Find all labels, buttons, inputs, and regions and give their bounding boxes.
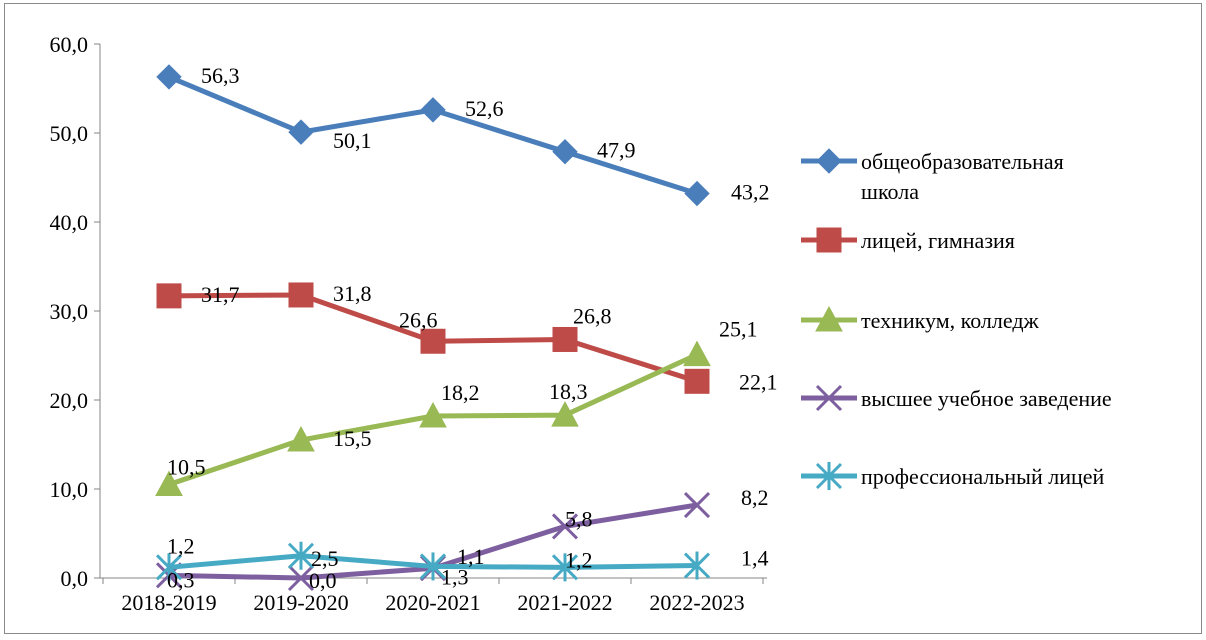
data-point [552,326,578,352]
data-point-stroke [551,513,579,540]
y-tick-label: 60,0 [50,32,89,57]
data-label: 26,8 [573,303,612,328]
data-label: 26,6 [399,307,438,332]
data-label: 43,2 [731,180,770,205]
legend-item-2: техникум, колледж [801,305,1040,333]
legend-label: школа [861,179,919,204]
x-tick-label: 2018-2019 [121,590,216,615]
data-point [287,541,315,570]
data-point [288,119,314,145]
x-tick-label: 2020-2021 [385,590,480,615]
series-layer [155,64,711,592]
x-tick-label: 2022-2023 [649,590,744,615]
y-tick-label: 10,0 [50,477,89,502]
data-point [155,470,183,497]
data-point [419,401,447,428]
legend-label: техникум, колледж [861,308,1040,333]
x-tick-label: 2021-2022 [517,590,612,615]
legend-marker [815,462,843,490]
data-point [683,340,711,367]
data-point-stroke [287,564,315,592]
data-label: 1,2 [167,533,195,558]
data-point [156,64,182,90]
legend: общеобразовательная школа лицей, гимназия т… [801,148,1112,490]
line-chart: 0,0 10,0 20,0 30,0 40,0 50,0 60,0 2018-2019 2019… [50,32,1112,615]
data-point [288,282,314,308]
data-point [155,553,183,582]
legend-marker [815,305,843,332]
data-label: 0,3 [167,567,195,592]
data-label: 22,1 [739,369,778,394]
y-tick-label: 30,0 [50,299,89,324]
y-tick-label: 20,0 [50,388,89,413]
series-2 [155,340,711,497]
data-point [684,180,710,207]
legend-label: профессиональный лицей [861,464,1105,489]
data-point [156,283,182,309]
data-label: 5,8 [565,506,593,531]
legend-item-1: лицей, гимназия [801,227,1015,253]
data-point [552,138,578,165]
data-label: 1,1 [457,544,485,569]
legend-label: высшее учебное заведение [861,386,1112,411]
data-label: 10,5 [167,455,206,480]
series-1 [156,282,710,394]
legend-item-4: профессиональный лицей [801,462,1105,490]
legend-item-3: высшее учебное заведение [801,384,1112,412]
data-label: 47,9 [597,138,636,163]
axes: 0,0 10,0 20,0 30,0 40,0 50,0 60,0 2018-2019 2019… [50,32,767,615]
data-label: 1,2 [565,547,593,572]
legend-marker-stroke [815,384,843,412]
legend-item-0: общеобразовательная школа [801,148,1064,204]
y-tick-label: 0,0 [61,566,89,591]
series-0 [156,64,710,207]
data-label: 18,2 [441,380,480,405]
data-point [420,328,446,354]
data-point [551,513,579,540]
y-tick-label: 50,0 [50,121,89,146]
data-point [683,491,711,519]
data-label: 15,5 [333,426,372,451]
data-label: 31,8 [333,281,372,306]
series-4 [155,541,711,582]
data-label: 25,1 [719,317,758,342]
data-label: 56,3 [201,63,240,88]
legend-marker [816,227,842,253]
data-label: 31,7 [201,282,240,307]
data-labels: 56,3 50,1 52,6 47,9 43,2 31,7 31,8 26,6 26,8 22,1… [167,63,778,593]
data-point [551,401,579,427]
data-label: 50,1 [333,128,372,153]
data-label: 2,5 [311,546,339,571]
data-label: 52,6 [465,96,504,121]
data-point [551,553,579,582]
x-tick-label: 2019-2020 [253,590,348,615]
data-label: 1,4 [741,546,769,571]
data-label: 0,0 [309,568,337,593]
y-tick-label: 40,0 [50,210,89,235]
data-label: 1,3 [441,564,469,589]
legend-marker [816,148,842,174]
data-label: 8,2 [741,485,769,510]
series-line [168,74,698,196]
data-point [684,368,710,394]
chart-area: 0,0 10,0 20,0 30,0 40,0 50,0 60,0 2018-2019 2019… [4,3,1202,634]
data-point [683,551,711,580]
legend-label: лицей, гимназия [861,228,1015,253]
data-label: 18,3 [549,379,588,404]
data-point [420,97,446,123]
data-point-stroke [683,491,711,519]
data-point [287,426,315,452]
data-point [287,564,315,592]
data-point [419,552,447,581]
legend-marker [815,384,843,412]
legend-label: общеобразовательная [861,149,1064,174]
